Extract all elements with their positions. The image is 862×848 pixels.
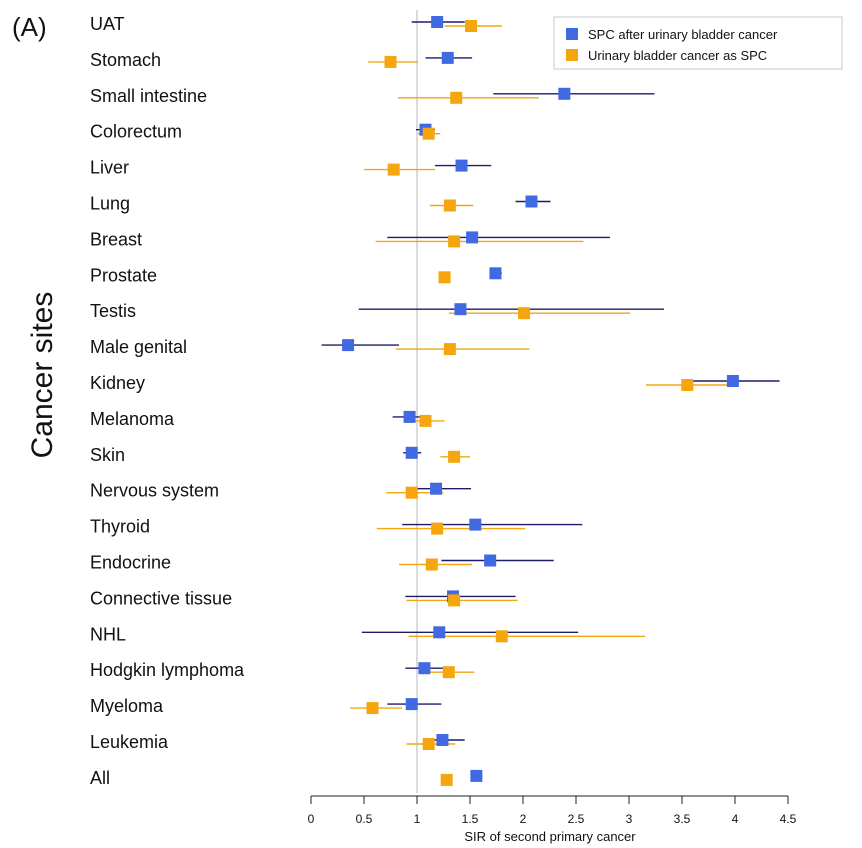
point-marker-series-1 <box>403 410 416 423</box>
point-marker-series-1 <box>430 482 443 495</box>
point-marker-series-1 <box>558 87 571 100</box>
point-marker-series-2 <box>465 20 478 32</box>
point-marker-series-2 <box>450 91 463 104</box>
point-marker-series-2 <box>422 738 435 750</box>
point-marker-series-1 <box>455 159 468 172</box>
point-marker-series-2 <box>422 127 435 140</box>
x-tick-label: 0.5 <box>356 812 373 826</box>
x-tick-label: 1 <box>414 812 421 826</box>
category-label: Thyroid <box>90 517 150 537</box>
point-marker-series-2 <box>384 55 397 68</box>
legend-label-series-1: SPC after urinary bladder cancer <box>588 27 778 42</box>
point-marker-series-2 <box>448 235 461 248</box>
category-label: Colorectum <box>90 122 182 142</box>
category-label: Connective tissue <box>90 588 232 608</box>
legend-swatch-series-2 <box>566 49 578 61</box>
point-marker-series-2 <box>440 773 453 786</box>
panel-label: (A) <box>12 12 47 42</box>
category-label: All <box>90 768 110 788</box>
x-axis-title: SIR of second primary cancer <box>464 829 636 844</box>
x-tick-label: 2.5 <box>568 812 585 826</box>
category-label: Kidney <box>90 373 145 393</box>
point-marker-series-1 <box>436 734 449 746</box>
point-marker-series-1 <box>489 267 502 280</box>
point-marker-series-1 <box>418 662 431 675</box>
point-marker-series-2 <box>366 702 379 715</box>
category-label: Nervous system <box>90 481 219 501</box>
category-label: Hodgkin lymphoma <box>90 660 245 680</box>
legend-swatch-series-1 <box>566 28 578 40</box>
point-marker-series-2 <box>495 630 508 643</box>
point-marker-series-2 <box>425 558 438 571</box>
point-marker-series-1 <box>525 195 538 208</box>
plot-area: 0 0.5 1 1.5 2 2.5 3 3.5 4 4.5 UAT Stomach Small inte… <box>90 10 797 826</box>
point-marker-series-2 <box>405 486 418 499</box>
point-marker-series-2 <box>438 271 451 284</box>
point-marker-series-1 <box>726 375 739 387</box>
point-marker-series-1 <box>405 698 418 711</box>
point-marker-series-1 <box>433 626 446 639</box>
point-marker-series-2 <box>681 379 694 391</box>
category-label: Skin <box>90 445 125 465</box>
x-tick-label: 4.5 <box>780 812 797 826</box>
category-label: UAT <box>90 14 125 34</box>
category-label: Small intestine <box>90 86 207 106</box>
x-tick-label: 1.5 <box>462 812 479 826</box>
category-label: Lung <box>90 194 130 214</box>
category-label: Endocrine <box>90 553 171 573</box>
legend-label-series-2: Urinary bladder cancer as SPC <box>588 48 767 63</box>
x-tick-label: 4 <box>732 812 739 826</box>
category-label: Stomach <box>90 50 161 70</box>
point-marker-series-1 <box>470 769 483 782</box>
category-label: NHL <box>90 624 126 644</box>
point-marker-series-2 <box>448 450 461 463</box>
point-marker-series-2 <box>387 163 400 176</box>
category-label: Testis <box>90 301 136 321</box>
category-label: Liver <box>90 158 129 178</box>
category-label: Male genital <box>90 337 187 357</box>
point-marker-series-1 <box>342 339 355 352</box>
x-tick-label: 0 <box>308 812 315 826</box>
point-marker-series-1 <box>484 554 497 567</box>
category-label: Melanoma <box>90 409 175 429</box>
point-marker-series-2 <box>448 594 461 607</box>
point-marker-series-2 <box>443 199 456 212</box>
point-marker-series-1 <box>454 303 467 316</box>
x-tick-label: 3 <box>626 812 633 826</box>
point-marker-series-1 <box>431 16 444 28</box>
category-label: Leukemia <box>90 732 169 752</box>
point-marker-series-2 <box>518 307 531 320</box>
point-marker-series-1 <box>405 446 418 459</box>
x-tick-label: 2 <box>520 812 527 826</box>
point-marker-series-1 <box>466 231 479 244</box>
point-marker-series-2 <box>442 666 455 679</box>
category-label: Prostate <box>90 265 157 285</box>
y-axis-title: Cancer sites <box>26 292 59 459</box>
category-label: Myeloma <box>90 696 164 716</box>
point-marker-series-1 <box>441 51 454 64</box>
x-tick-label: 3.5 <box>674 812 691 826</box>
point-marker-series-1 <box>469 518 482 531</box>
point-marker-series-2 <box>419 414 432 427</box>
category-label: Breast <box>90 229 142 249</box>
point-marker-series-2 <box>443 343 456 356</box>
legend: SPC after urinary bladder cancer Urinary… <box>553 16 843 70</box>
point-marker-series-2 <box>431 522 444 535</box>
legend-box <box>553 16 843 70</box>
